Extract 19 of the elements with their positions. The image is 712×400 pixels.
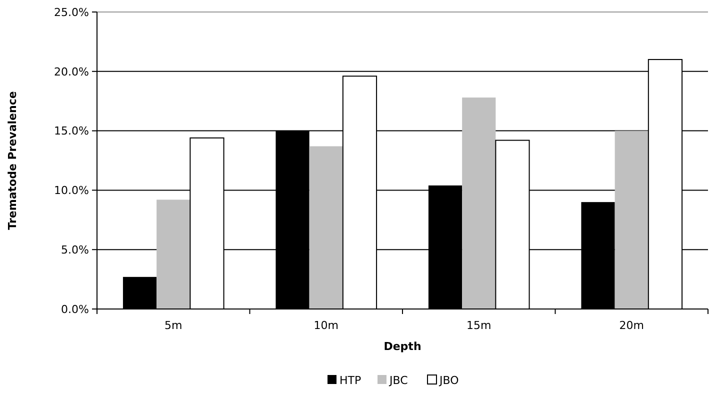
legend-label: JBC [388, 374, 408, 387]
y-axis-title: Trematode Prevalence [6, 91, 19, 230]
x-tick-label: 5m [164, 319, 182, 332]
y-tick-label: 0.0% [61, 302, 89, 316]
x-tick-label: 15m [466, 319, 492, 332]
bar [309, 146, 343, 309]
bar [462, 98, 496, 309]
y-tick-label: 10.0% [54, 184, 89, 198]
y-tick-label: 20.0% [54, 65, 89, 78]
y-tick-label: 25.0% [54, 6, 89, 19]
y-tick-label: 5.0% [61, 243, 89, 256]
x-axis-title: Depth [384, 340, 422, 353]
legend-label: JBO [438, 374, 460, 387]
legend-label: HTP [340, 374, 362, 387]
x-tick-label: 20m [619, 319, 644, 332]
bar [614, 130, 648, 309]
y-tick-label: 15.0% [54, 124, 89, 138]
x-tick-label: 10m [314, 319, 338, 332]
bar [156, 200, 190, 309]
